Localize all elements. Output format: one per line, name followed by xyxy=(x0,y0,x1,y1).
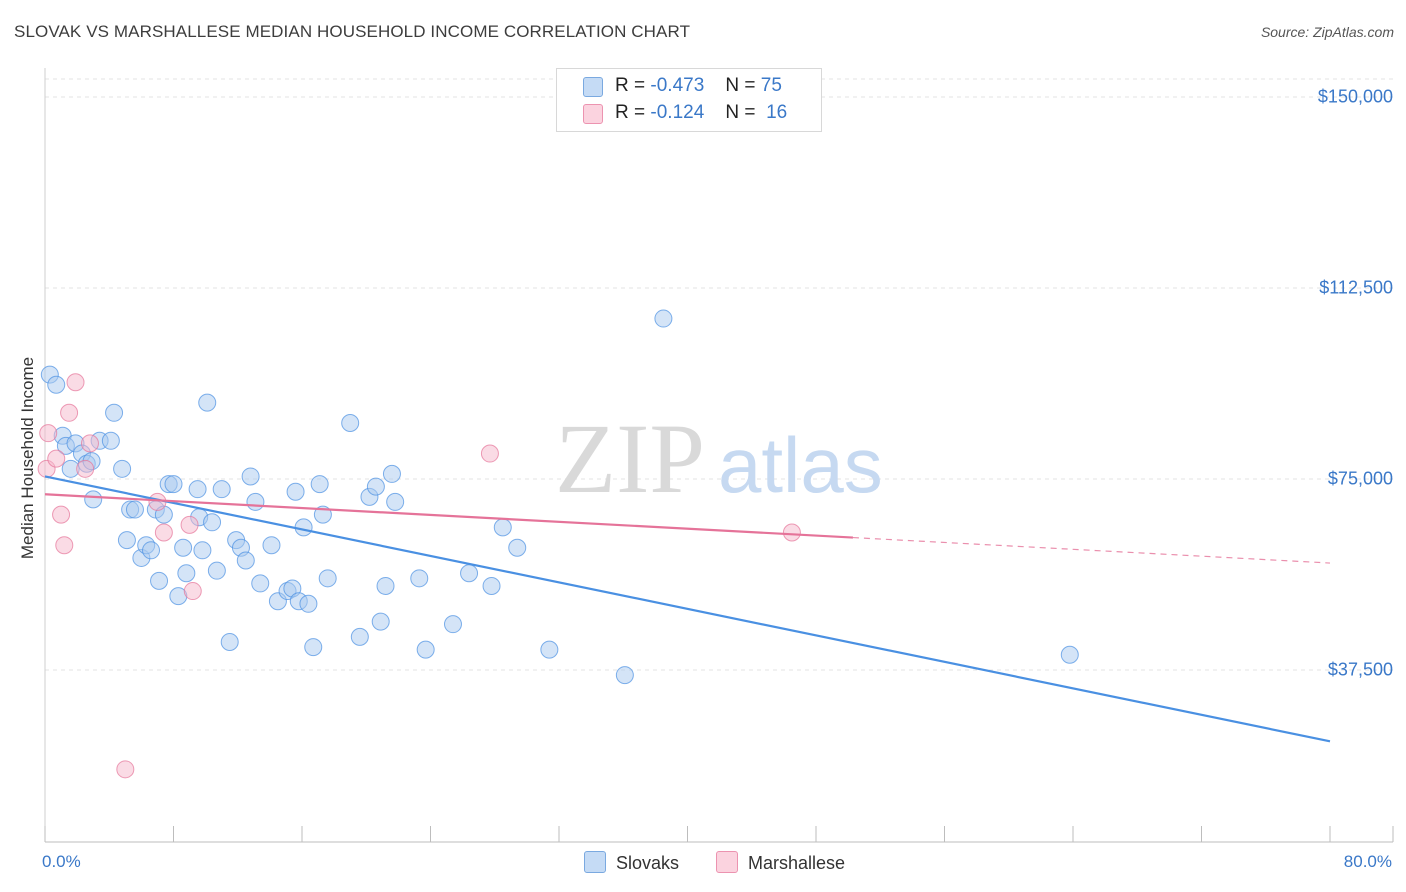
data-point-marshallese xyxy=(183,582,202,601)
correlation-legend: R = -0.473 N = 75 R = -0.124 N = 16 xyxy=(556,68,822,132)
data-point-slovaks xyxy=(371,612,390,631)
data-point-slovaks xyxy=(460,564,479,583)
data-point-slovaks xyxy=(416,640,435,659)
data-point-slovaks xyxy=(318,569,337,588)
data-point-marshallese xyxy=(52,505,71,524)
data-point-slovaks xyxy=(203,513,222,532)
data-point-slovaks xyxy=(241,467,260,486)
chart-title: SLOVAK VS MARSHALLESE MEDIAN HOUSEHOLD I… xyxy=(14,22,691,41)
legend-n-value: 16 xyxy=(766,102,788,123)
data-point-slovaks xyxy=(174,538,193,557)
y-tick-label: $150,000 xyxy=(1317,86,1393,107)
legend-n-label: N = xyxy=(725,102,756,123)
bottom-legend-swatch-marshallese xyxy=(716,851,738,873)
legend-r-label: R = xyxy=(615,75,646,96)
y-tick-label: $75,000 xyxy=(1327,468,1393,489)
data-point-slovaks xyxy=(164,475,183,494)
x-tick-max: 80.0% xyxy=(1343,852,1392,871)
legend-r-label: R = xyxy=(615,102,646,123)
data-point-slovaks xyxy=(246,492,265,511)
data-point-slovaks xyxy=(117,531,136,550)
data-points xyxy=(37,309,1079,779)
data-point-slovaks xyxy=(212,480,231,499)
data-point-slovaks xyxy=(294,518,313,537)
data-point-slovaks xyxy=(615,666,634,685)
data-point-marshallese xyxy=(55,536,74,555)
bottom-legend-label-slovaks: Slovaks xyxy=(616,853,680,873)
axes xyxy=(44,68,1394,843)
data-point-marshallese xyxy=(80,434,99,453)
data-point-slovaks xyxy=(113,459,132,478)
data-point-slovaks xyxy=(540,640,559,659)
legend-n-value: 75 xyxy=(760,75,782,96)
data-point-slovaks xyxy=(376,576,395,595)
data-point-marshallese xyxy=(154,523,173,542)
data-point-slovaks xyxy=(198,393,217,412)
data-point-marshallese xyxy=(180,515,199,534)
grid-lines xyxy=(45,78,1395,671)
watermark-zip: ZIP xyxy=(555,403,705,514)
data-point-marshallese xyxy=(47,449,66,468)
data-point-slovaks xyxy=(236,551,255,570)
bottom-legend-marshallese: Marshallese xyxy=(716,851,845,874)
data-point-slovaks xyxy=(382,464,401,483)
legend-n-label: N = xyxy=(725,75,756,96)
data-point-slovaks xyxy=(304,638,323,657)
data-point-marshallese xyxy=(66,373,85,392)
data-point-marshallese xyxy=(76,459,95,478)
trend-line-marshallese xyxy=(44,493,854,539)
data-point-slovaks xyxy=(508,538,527,557)
data-point-slovaks xyxy=(350,627,369,646)
bottom-legend-swatch-slovaks xyxy=(584,851,606,873)
data-point-slovaks xyxy=(410,569,429,588)
data-point-slovaks xyxy=(101,431,120,450)
data-point-slovaks xyxy=(493,518,512,537)
data-point-slovaks xyxy=(47,375,66,394)
trend-lines xyxy=(44,475,1331,743)
data-point-slovaks xyxy=(299,594,318,613)
data-point-slovaks xyxy=(193,541,212,560)
data-point-slovaks xyxy=(654,309,673,328)
data-point-slovaks xyxy=(286,482,305,501)
data-point-slovaks xyxy=(105,403,124,422)
data-point-marshallese xyxy=(480,444,499,463)
data-point-slovaks xyxy=(341,413,360,432)
data-point-marshallese xyxy=(116,760,135,779)
data-point-slovaks xyxy=(125,500,144,519)
legend-r-value: -0.124 xyxy=(650,102,705,123)
trend-line-slovaks xyxy=(44,475,1331,743)
data-point-slovaks xyxy=(262,536,281,555)
data-point-slovaks xyxy=(142,541,161,560)
data-point-slovaks xyxy=(386,492,405,511)
data-point-marshallese xyxy=(39,424,58,443)
trend-line-marshallese-extension xyxy=(852,536,1331,564)
watermark: ZIP atlas xyxy=(555,403,883,514)
legend-r-value: -0.473 xyxy=(650,75,705,96)
data-point-slovaks xyxy=(443,615,462,634)
data-point-marshallese xyxy=(60,403,79,422)
data-point-slovaks xyxy=(150,571,169,590)
data-point-slovaks xyxy=(220,632,239,651)
bottom-legend-label-marshallese: Marshallese xyxy=(748,853,846,873)
y-tick-label: $37,500 xyxy=(1327,659,1393,680)
data-point-slovaks xyxy=(1060,645,1079,664)
bottom-legend-slovaks: Slovaks xyxy=(584,851,679,874)
data-point-marshallese xyxy=(782,523,801,542)
data-point-slovaks xyxy=(310,475,329,494)
x-tick-min: 0.0% xyxy=(42,852,81,871)
data-point-slovaks xyxy=(188,480,207,499)
data-point-slovaks xyxy=(84,490,103,509)
watermark-atlas: atlas xyxy=(718,421,883,509)
data-point-slovaks xyxy=(177,564,196,583)
data-point-slovaks xyxy=(366,477,385,496)
data-point-slovaks xyxy=(482,576,501,595)
source-credit: Source: ZipAtlas.com xyxy=(1260,24,1394,40)
legend-swatch-slovaks xyxy=(583,77,603,97)
legend-swatch-marshallese xyxy=(583,104,603,124)
data-point-slovaks xyxy=(251,574,270,593)
y-tick-label: $112,500 xyxy=(1319,277,1393,298)
data-point-slovaks xyxy=(207,561,226,580)
